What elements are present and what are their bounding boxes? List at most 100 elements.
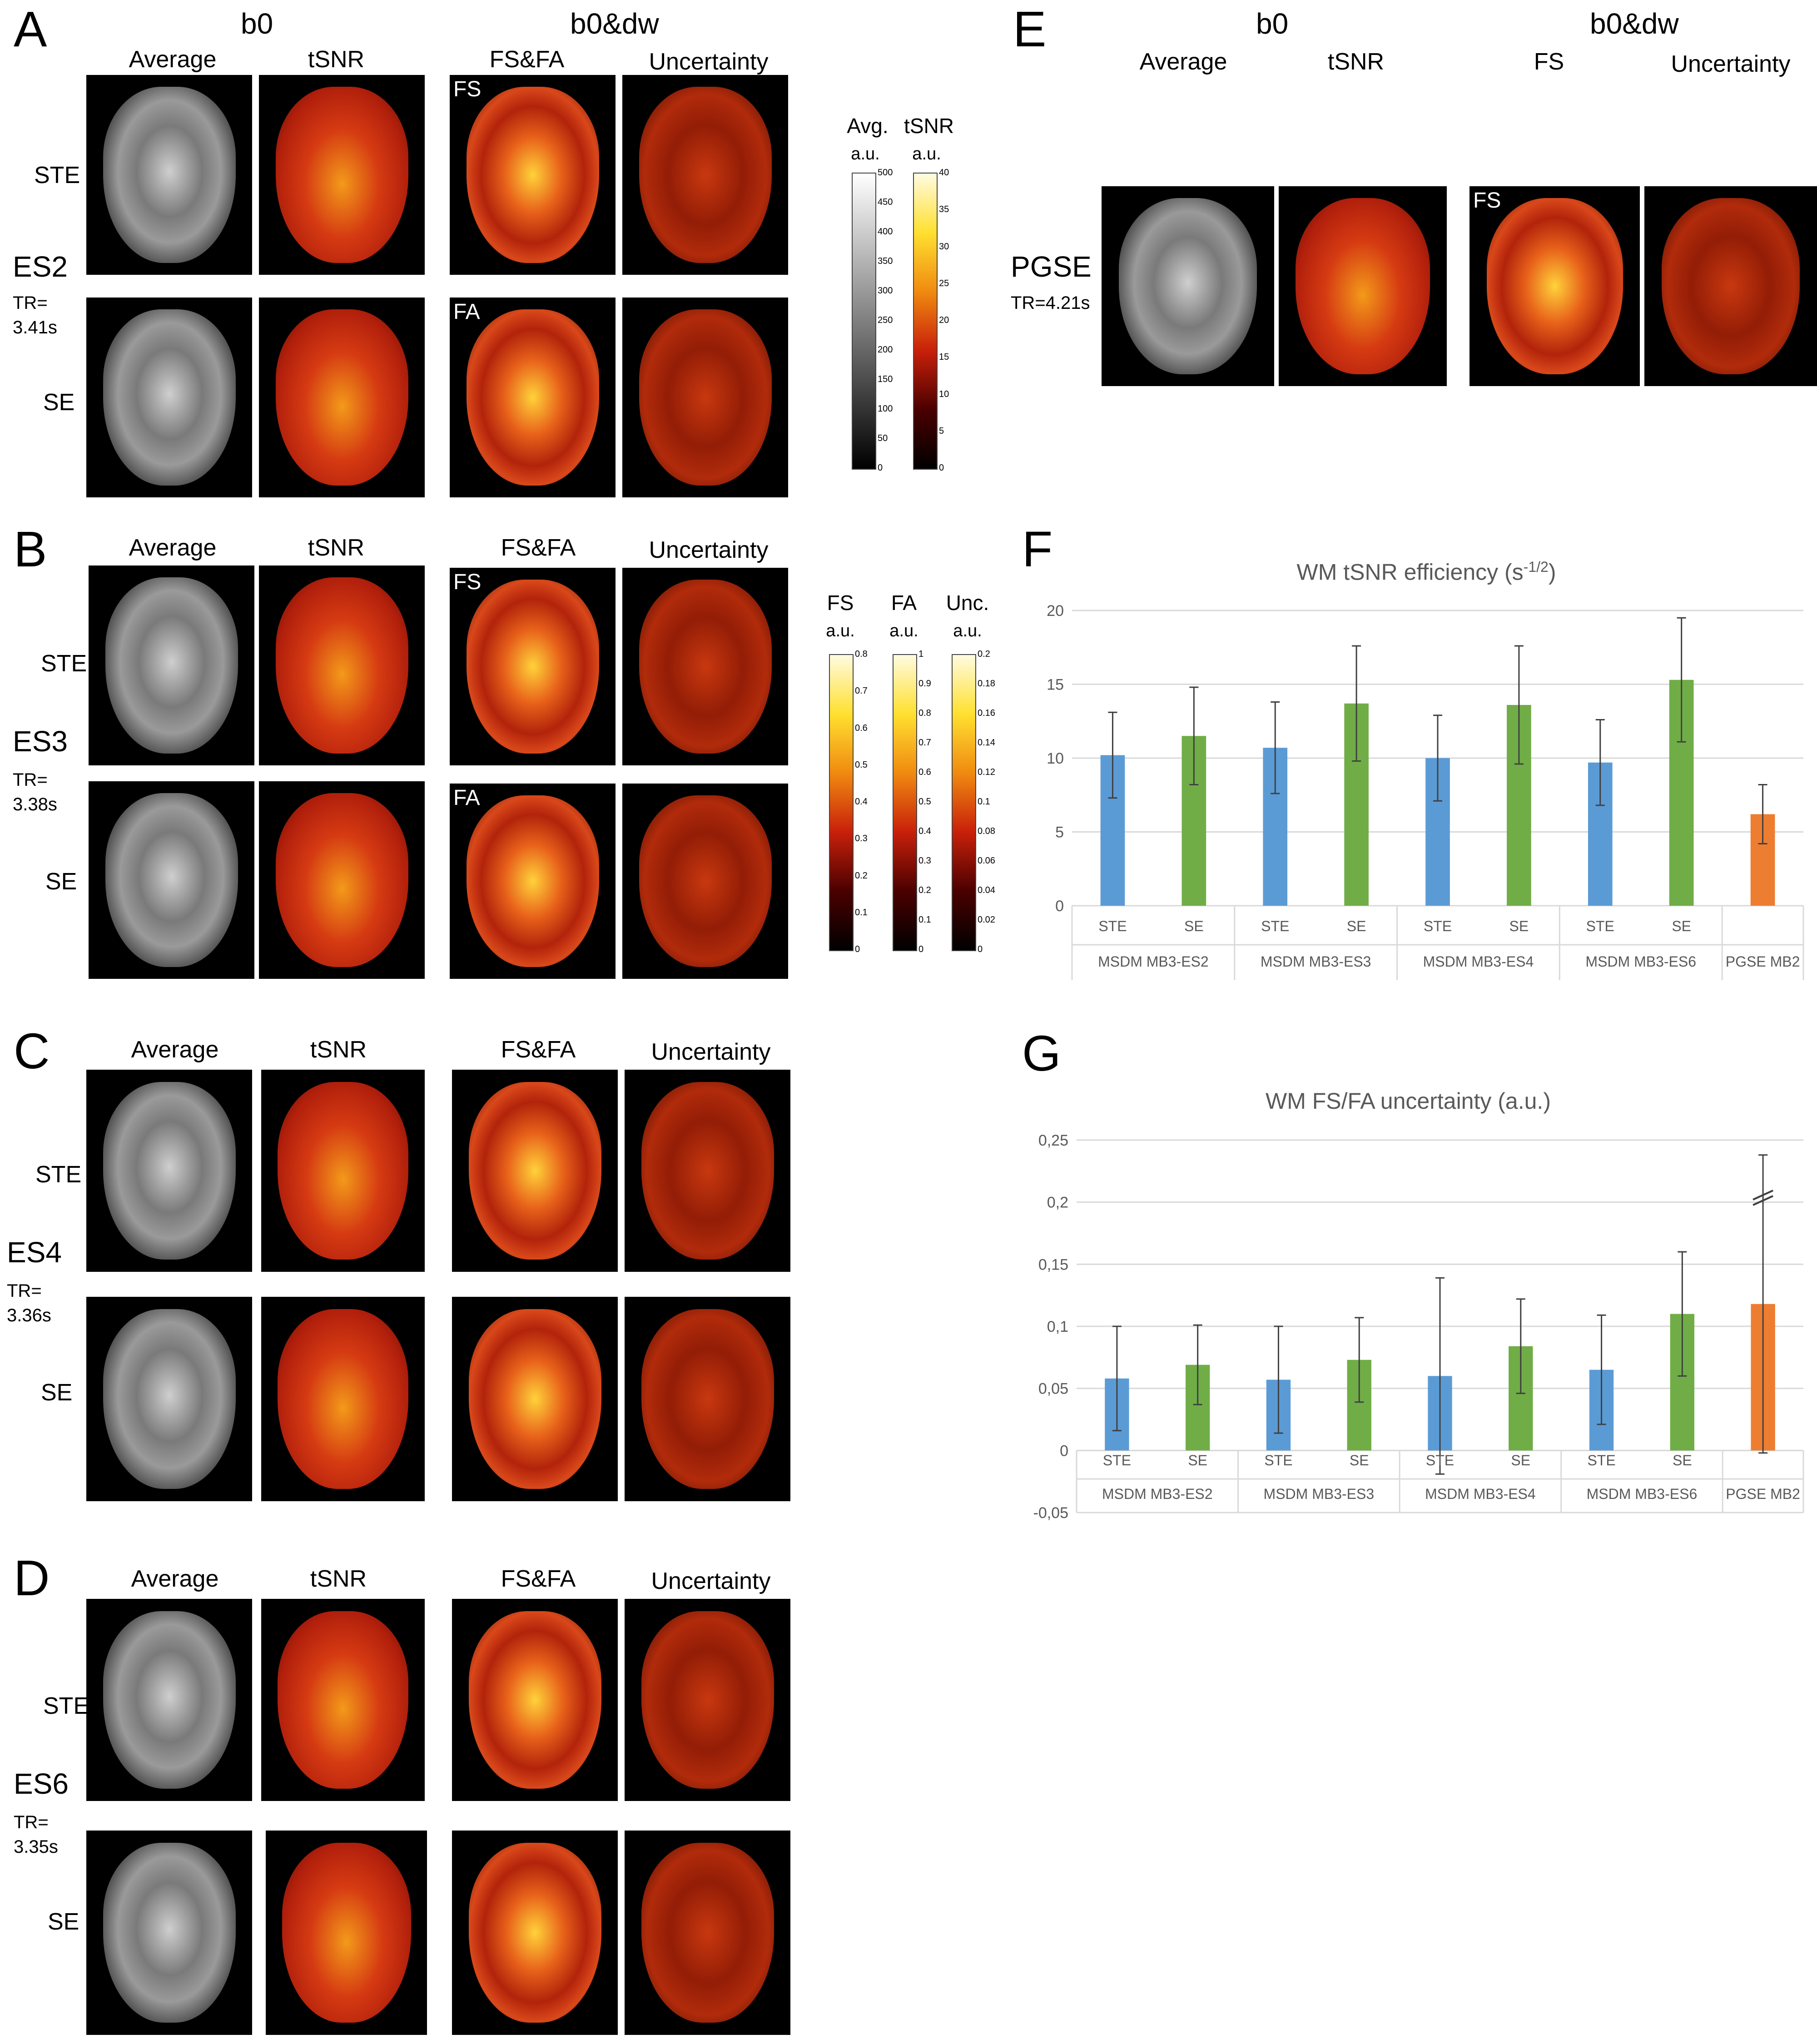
y-tick-label: 0 — [1060, 1442, 1068, 1459]
colorbar-unit-fs: a.u. — [826, 621, 855, 640]
colorbar-tick: 0 — [918, 944, 924, 954]
brain-image-uncertainty-ste — [625, 1599, 790, 1801]
col-label-tsnr: tSNR — [310, 1566, 367, 1592]
colorbar-tick: 0.1 — [855, 907, 868, 918]
chart-tsnr-efficiency: 0 5 10 15 20 STE SE STE SE STE SE STE SE MSDM MB3-ES2… — [1047, 602, 1804, 980]
colorbar-tick: 0.1 — [978, 797, 990, 807]
brain-image-average-se — [86, 298, 252, 497]
colorbar-tick: 40 — [939, 168, 949, 178]
colorbar-tick: 0.08 — [978, 826, 995, 836]
row-label-ste: STE — [35, 1161, 82, 1188]
row-label-ste: STE — [43, 1693, 89, 1719]
y-tick-label: 0,2 — [1047, 1194, 1068, 1211]
colorbar-tick: 0.8 — [855, 649, 868, 659]
colorbar-unit-fa: a.u. — [889, 621, 918, 640]
y-tick-label: 0,05 — [1038, 1380, 1068, 1398]
x-category-label: SE — [1350, 1452, 1369, 1469]
y-tick-label: 0,1 — [1047, 1318, 1068, 1335]
colorbar-unit-tsnr: a.u. — [912, 144, 941, 164]
brain-image-uncertainty — [1644, 186, 1817, 386]
x-category-label: SE — [1184, 918, 1204, 934]
brain-image-average — [1102, 186, 1274, 386]
panel-letter-d: D — [14, 1550, 50, 1606]
y-tick-label: 10 — [1047, 750, 1064, 767]
axis-break-mark — [1752, 1190, 1773, 1201]
col-label-uncertainty: Uncertainty — [649, 537, 769, 563]
brain-image-average-ste — [86, 75, 252, 275]
brain-image-tsnr-se — [259, 781, 425, 979]
colorbar-tick: 200 — [878, 345, 893, 355]
col-label-average: Average — [131, 1037, 219, 1063]
y-tick-label: 5 — [1055, 824, 1064, 841]
x-group-label: MSDM MB3-ES4 — [1423, 953, 1534, 970]
col-label-tsnr: tSNR — [310, 1037, 367, 1063]
col-label-fsfa: FS&FA — [501, 535, 576, 561]
x-category-label: SE — [1188, 1452, 1207, 1469]
col-label-tsnr: tSNR — [1327, 49, 1385, 75]
colorbar-tick: 0.6 — [855, 723, 868, 733]
colorbar-tick: 0.14 — [978, 738, 995, 748]
colorbar-tick: 35 — [939, 204, 949, 215]
brain-image-average-se — [86, 1297, 252, 1501]
colorbar-tick: 15 — [939, 352, 949, 362]
brain-image-fs-ste — [452, 1070, 618, 1272]
x-category-label: SE — [1347, 918, 1366, 934]
colorbar-tick: 0 — [855, 944, 860, 954]
brain-image-fa-se: FA — [450, 298, 616, 497]
x-category-label: STE — [1426, 1452, 1454, 1469]
x-group-label: PGSE MB2 — [1726, 953, 1800, 970]
colorbar-tick: 0.2 — [978, 649, 990, 659]
tr-label: TR= 3.41s — [13, 293, 57, 337]
colorbar-tick: 0.3 — [918, 856, 931, 866]
brain-image-fs-ste: FS — [450, 568, 616, 765]
brain-image-tsnr-ste — [259, 566, 425, 765]
brain-image-average-ste — [86, 1070, 252, 1272]
brain-image-tsnr-se — [259, 298, 425, 497]
x-group-label: MSDM MB3-ES4 — [1425, 1486, 1536, 1502]
x-category-label: STE — [1098, 918, 1127, 934]
y-tick-label: 0,25 — [1038, 1132, 1068, 1149]
x-group-label: MSDM MB3-ES6 — [1587, 1486, 1698, 1502]
y-tick-label: -0,05 — [1033, 1504, 1069, 1522]
col-label-fsfa: FS&FA — [501, 1037, 576, 1063]
col-label-tsnr: tSNR — [308, 535, 365, 561]
colorbar-title-unc: Unc. — [946, 591, 989, 615]
brain-image-uncertainty-ste — [622, 568, 788, 765]
colorbar-avg — [852, 173, 876, 470]
tr-label: TR=4.21s — [1011, 293, 1090, 313]
brain-image-uncertainty-se — [625, 1297, 790, 1501]
brain-image-average-ste — [89, 566, 254, 765]
colorbar-tick: 1 — [918, 649, 924, 659]
echo-spacing-label: ES6 — [14, 1767, 69, 1800]
echo-spacing-label: ES2 — [13, 250, 68, 283]
col-label-uncertainty: Uncertainty — [1671, 51, 1791, 77]
brain-image-tsnr — [1279, 186, 1447, 386]
colorbar-tick: 500 — [878, 168, 893, 178]
colorbar-fa — [893, 654, 917, 951]
colorbar-tick: 0.6 — [918, 767, 931, 777]
colorbar-title-fs: FS — [827, 591, 854, 615]
image-tag: FS — [453, 77, 482, 101]
brain-image-tsnr-ste — [261, 1070, 425, 1272]
group-header-b0dw: b0&dw — [570, 7, 659, 40]
group-header-b0dw: b0&dw — [1590, 7, 1679, 40]
col-label-fsfa: FS&FA — [489, 46, 565, 73]
x-category-label: STE — [1587, 1452, 1615, 1469]
colorbar-unit-unc: a.u. — [953, 621, 982, 640]
col-label-tsnr: tSNR — [308, 46, 365, 73]
colorbar-tick: 0.7 — [918, 738, 931, 748]
echo-spacing-label: ES4 — [7, 1236, 62, 1269]
y-tick-label: 20 — [1047, 602, 1064, 620]
brain-image-fs-ste — [452, 1599, 618, 1801]
image-tag: FA — [453, 300, 480, 324]
colorbar-tick: 10 — [939, 389, 949, 399]
colorbar-tick: 0.04 — [978, 885, 995, 895]
brain-image-uncertainty-ste — [622, 75, 788, 275]
row-label-se: SE — [43, 389, 75, 416]
panel-letter-c: C — [14, 1023, 50, 1079]
col-label-average: Average — [1139, 49, 1227, 75]
colorbar-tick: 0.4 — [855, 797, 868, 807]
colorbar-tick: 0 — [939, 463, 944, 473]
colorbar-tick: 0.1 — [918, 915, 931, 925]
colorbar-tick: 50 — [878, 433, 888, 443]
